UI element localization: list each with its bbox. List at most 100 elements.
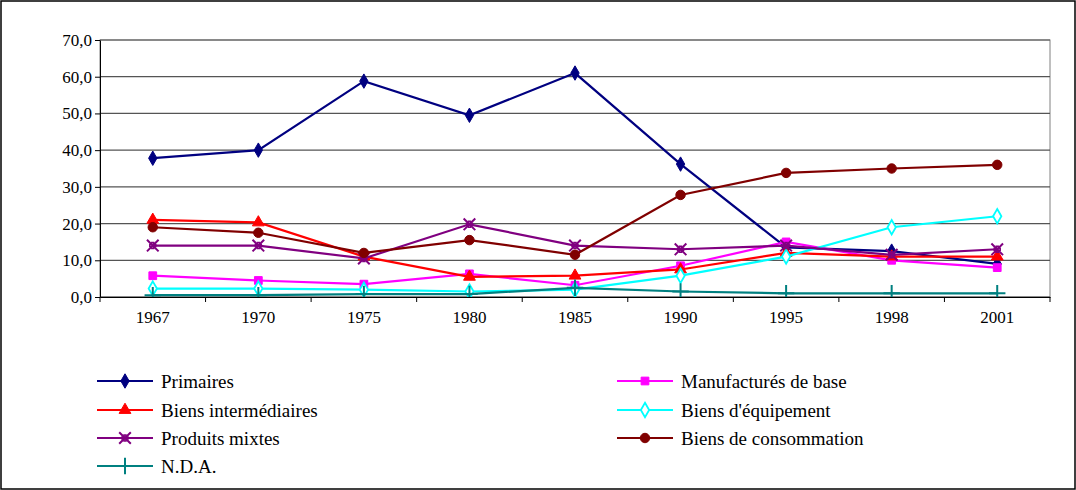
y-axis-line (100, 41, 101, 298)
point (993, 160, 1002, 169)
y-tick: 10,0 (62, 251, 100, 270)
grid-line (100, 39, 1050, 40)
legend-entry: Produits mixtes (97, 428, 280, 449)
marker-group (782, 249, 790, 263)
series-markers (149, 66, 1002, 271)
marker-group (676, 268, 684, 282)
legend-entry: Biens d'équipement (617, 400, 831, 421)
point (883, 285, 899, 297)
legend-marker (121, 374, 129, 388)
marker-group (254, 143, 262, 157)
point (993, 264, 1001, 272)
point (253, 240, 265, 252)
chart: 0,010,020,030,040,050,060,070,0196719701… (0, 0, 1076, 490)
legend-label: Primaires (161, 371, 234, 392)
x-tick-label: 1995 (769, 308, 803, 327)
x-boundary-tick (627, 297, 628, 302)
marker-group (571, 66, 579, 80)
marker-group (991, 243, 1003, 255)
x-boundary-tick (100, 297, 101, 302)
legend-label: Produits mixtes (161, 428, 280, 449)
point (676, 190, 685, 199)
y-tick-label: 0,0 (71, 288, 92, 307)
grid-line (100, 113, 1050, 114)
x-axis: 196719701975198019851990199519982001 (101, 297, 1051, 327)
marker-group (464, 270, 476, 280)
legend-entry: Biens de consommation (617, 428, 864, 449)
legend-label: Biens d'équipement (681, 400, 831, 421)
point (149, 151, 157, 165)
point (989, 285, 1005, 297)
y-tick: 50,0 (62, 104, 100, 123)
marker-group (465, 108, 473, 122)
y-tick-mark (95, 297, 100, 298)
x-boundary-tick (416, 297, 417, 302)
legend-entry: Primaires (97, 371, 234, 392)
marker-group (672, 283, 688, 297)
marker-group (570, 250, 579, 259)
y-tick: 0,0 (71, 288, 100, 307)
marker-group (360, 74, 368, 88)
legend: Primaires Manufacturés de base Biens inter… (97, 371, 864, 477)
marker-detail (466, 221, 472, 227)
x-tick-label: 2001 (980, 308, 1014, 327)
point (252, 216, 264, 226)
series-markers (148, 160, 1002, 259)
point (461, 286, 477, 297)
x-tick-label: 1970 (241, 308, 275, 327)
marker-detail (678, 246, 684, 252)
point (148, 223, 157, 232)
x-tick: 1970 (241, 297, 275, 327)
plot-frame (100, 40, 1050, 297)
x-boundary-tick (944, 297, 945, 302)
point (145, 287, 161, 297)
grid (100, 40, 1050, 297)
y-tick-mark (95, 187, 100, 188)
y-tick-label: 10,0 (62, 251, 92, 270)
marker-group (464, 218, 476, 230)
y-axis: 0,010,020,030,040,050,060,070,0 (62, 31, 100, 307)
marker-group (254, 228, 263, 237)
x-tick-label: 1980 (452, 308, 486, 327)
point (778, 285, 794, 297)
legend-entry: Manufacturés de base (617, 371, 847, 392)
y-tick: 30,0 (62, 178, 100, 197)
point (886, 249, 898, 261)
marker-group (676, 190, 685, 199)
series-markers (149, 209, 1002, 297)
marker-group (569, 269, 581, 279)
point (464, 218, 476, 230)
y-tick: 60,0 (62, 68, 100, 87)
marker-group (149, 272, 157, 280)
marker-group (356, 286, 372, 297)
point (147, 240, 159, 252)
marker-group (252, 216, 264, 226)
point (782, 249, 790, 263)
legend-entry: Biens intermédiaires (97, 400, 318, 421)
x-boundary-tick (522, 297, 523, 302)
marker-group (781, 168, 790, 177)
legend-label: Biens de consommation (681, 428, 864, 449)
x-tick: 1998 (875, 297, 909, 327)
x-tick: 1967 (136, 297, 171, 327)
marker-group (567, 280, 583, 296)
y-tick-mark (95, 260, 100, 261)
point (464, 270, 476, 280)
x-boundary-tick (311, 297, 312, 302)
point (781, 168, 790, 177)
marker-group (888, 220, 896, 234)
point (571, 66, 579, 80)
point (780, 240, 792, 252)
marker-group (993, 209, 1001, 223)
y-tick-label: 30,0 (62, 178, 92, 197)
point (887, 164, 896, 173)
legend-marker (640, 433, 649, 442)
legend-marker (641, 403, 649, 417)
marker-group (991, 250, 1003, 260)
point (569, 269, 581, 279)
x-tick-label: 1998 (875, 308, 909, 327)
marker-group (886, 249, 898, 261)
x-tick: 1980 (452, 297, 486, 327)
legend-label: Manufacturés de base (681, 371, 847, 392)
marker-group (359, 248, 368, 257)
